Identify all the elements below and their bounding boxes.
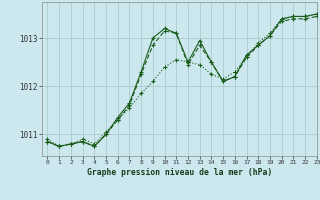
X-axis label: Graphe pression niveau de la mer (hPa): Graphe pression niveau de la mer (hPa) [87,168,272,177]
